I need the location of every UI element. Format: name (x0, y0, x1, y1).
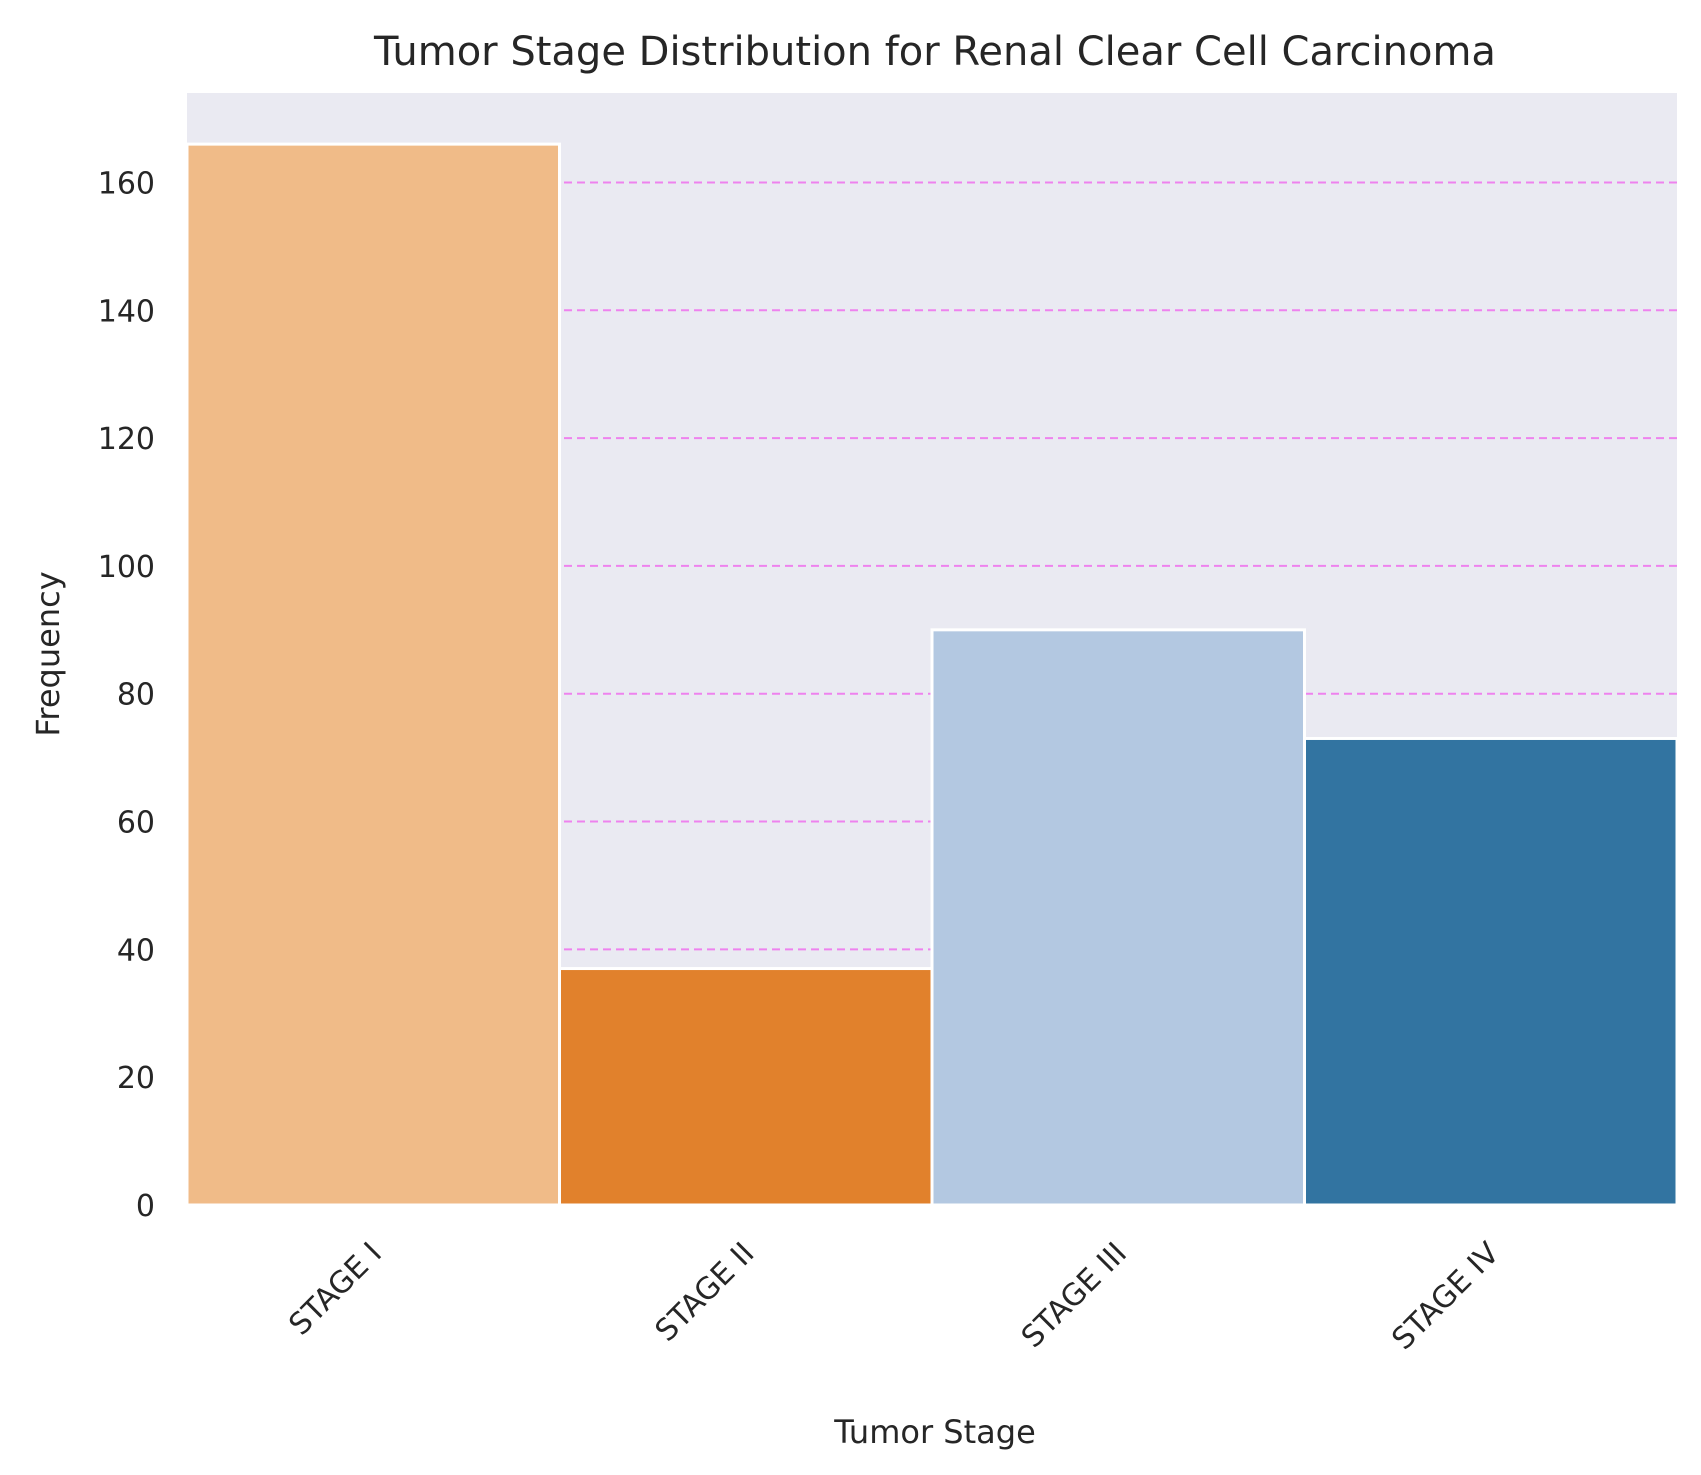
x-tick-label-stage-iii: STAGE III (1015, 1236, 1134, 1355)
y-axis-ticks: 0 20 40 60 80 100 120 140 160 (98, 166, 155, 1224)
bar-stage-i (185, 142, 561, 1207)
bar-stage-iv (1303, 736, 1679, 1207)
y-tick-label-120: 120 (98, 422, 155, 457)
y-tick-label-60: 60 (117, 806, 155, 841)
x-tick-label-stage-i: STAGE I (282, 1236, 389, 1343)
y-tick-label-100: 100 (98, 550, 155, 585)
bar-stage-iii (930, 628, 1306, 1207)
y-tick-label-140: 140 (98, 294, 155, 329)
y-tick-label-80: 80 (117, 678, 155, 713)
y-tick-label-20: 20 (117, 1061, 155, 1096)
y-tick-label-0: 0 (136, 1189, 155, 1224)
x-tick-label-stage-iv: STAGE IV (1385, 1236, 1506, 1357)
x-axis-ticks: STAGE I STAGE II STAGE III STAGE IV (282, 1236, 1506, 1357)
bars (185, 142, 1679, 1207)
y-tick-label-40: 40 (117, 933, 155, 968)
y-tick-label-160: 160 (98, 166, 155, 201)
y-axis-label: Frequency (29, 571, 67, 736)
x-axis-label: Tumor Stage (833, 1413, 1036, 1451)
x-tick-label-stage-ii: STAGE II (649, 1236, 762, 1349)
bar-stage-ii (558, 967, 934, 1207)
chart-title: Tumor Stage Distribution for Renal Clear… (373, 29, 1496, 75)
